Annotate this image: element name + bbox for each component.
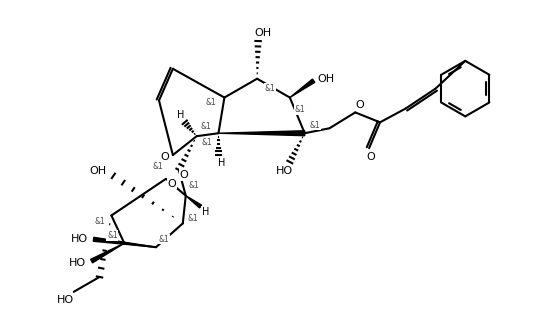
Text: H: H bbox=[177, 110, 184, 120]
Text: OH: OH bbox=[255, 28, 272, 38]
Text: OH: OH bbox=[89, 166, 106, 176]
Text: &1: &1 bbox=[107, 231, 118, 240]
Text: HO: HO bbox=[69, 258, 86, 268]
Text: &1: &1 bbox=[153, 162, 163, 171]
Text: O: O bbox=[167, 179, 176, 189]
Text: H: H bbox=[218, 158, 225, 168]
Text: O: O bbox=[179, 170, 188, 180]
Text: HO: HO bbox=[276, 166, 293, 176]
Text: &1: &1 bbox=[201, 138, 212, 147]
Text: &1: &1 bbox=[264, 84, 275, 93]
Text: &1: &1 bbox=[309, 121, 320, 130]
Text: O: O bbox=[160, 152, 169, 162]
Polygon shape bbox=[91, 243, 124, 263]
Text: HO: HO bbox=[71, 234, 88, 244]
Text: &1: &1 bbox=[205, 98, 216, 107]
Text: &1: &1 bbox=[188, 214, 198, 223]
Polygon shape bbox=[93, 237, 156, 247]
Text: &1: &1 bbox=[294, 105, 305, 114]
Text: &1: &1 bbox=[188, 181, 199, 190]
Text: O: O bbox=[356, 100, 365, 110]
Text: &1: &1 bbox=[159, 235, 169, 244]
Text: &1: &1 bbox=[200, 122, 211, 131]
Text: &1: &1 bbox=[94, 217, 105, 226]
Polygon shape bbox=[186, 196, 202, 208]
Text: O: O bbox=[367, 152, 376, 162]
Polygon shape bbox=[290, 79, 315, 98]
Text: HO: HO bbox=[57, 295, 74, 305]
Text: H: H bbox=[202, 207, 209, 217]
Polygon shape bbox=[218, 131, 305, 136]
Text: OH: OH bbox=[317, 74, 334, 84]
